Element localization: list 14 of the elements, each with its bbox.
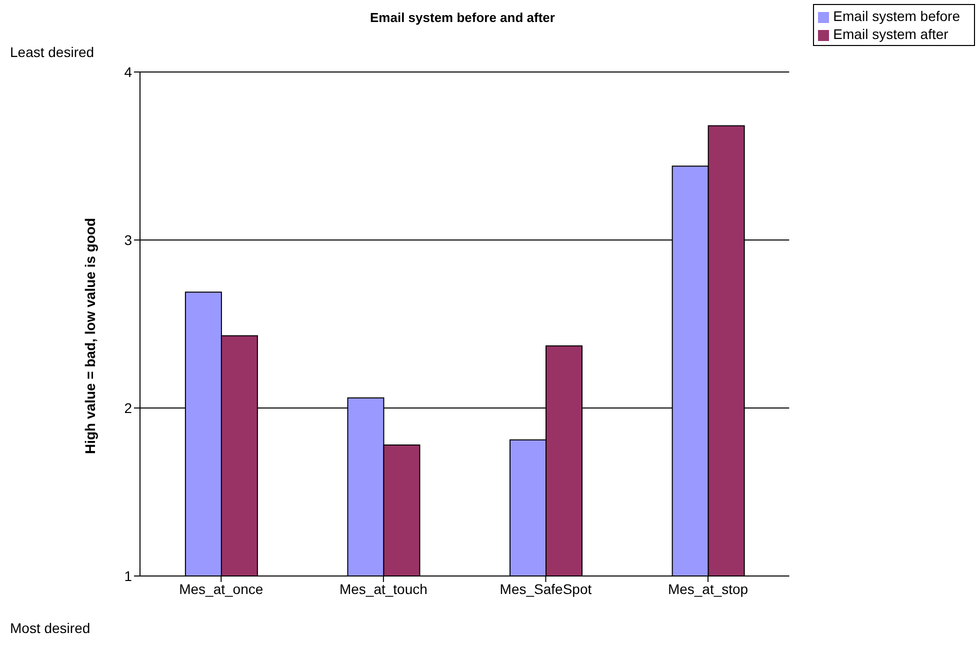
text: Most desired [10, 620, 90, 636]
legend-label: Email system after [833, 26, 948, 42]
x-tick-label: Mes_SafeSpot [500, 580, 592, 597]
chart-title: Email system before and after [370, 10, 555, 25]
x-tick-label: Mes_at_stop [668, 580, 748, 597]
y-tick-label: 4 [124, 64, 132, 80]
y-tick-label: 1 [124, 568, 132, 584]
x-tick-label: Mes_at_touch [339, 580, 428, 597]
text: Least desired [10, 44, 94, 60]
x-tick-label: Mes_at_once [179, 580, 264, 597]
y-tick-label: 3 [124, 232, 132, 248]
y-axis-title: High value = bad, low value is good [82, 218, 98, 454]
legend-label: Email system before [833, 8, 960, 24]
y-tick-label: 2 [124, 400, 132, 416]
